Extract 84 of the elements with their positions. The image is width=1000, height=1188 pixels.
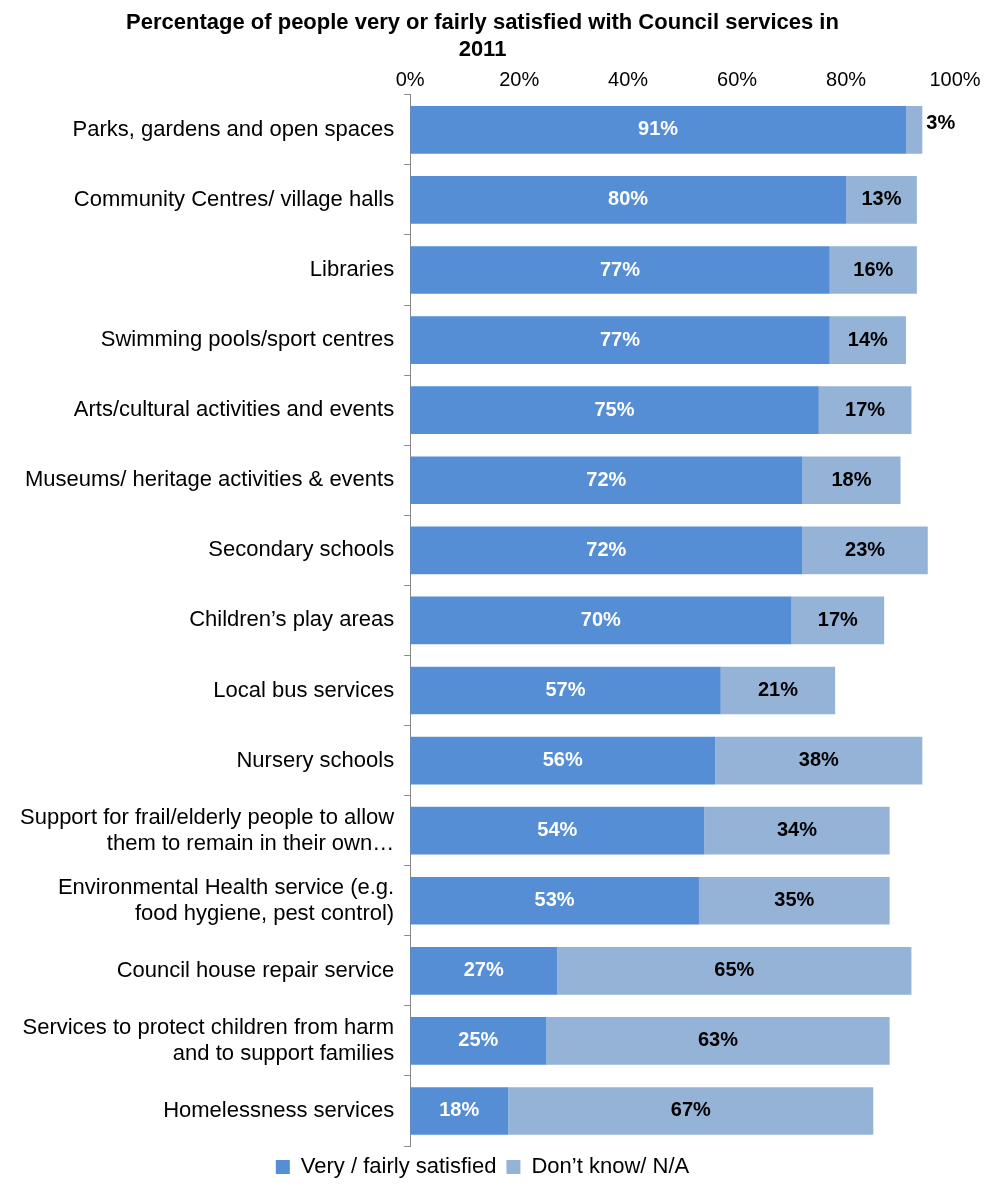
y-tick-label: Libraries bbox=[309, 256, 395, 282]
data-label: 17% bbox=[817, 607, 859, 630]
bar bbox=[791, 596, 885, 645]
x-tick-label: 80% bbox=[826, 68, 867, 91]
data-label: 56% bbox=[542, 748, 583, 771]
y-tick-label: Secondary schools bbox=[208, 536, 395, 562]
y-tick-label: Nursery schools bbox=[236, 746, 395, 772]
data-label: 91% bbox=[638, 117, 679, 140]
x-tick-label: 100% bbox=[929, 68, 981, 91]
bar bbox=[829, 316, 906, 364]
data-label: 72% bbox=[586, 467, 627, 490]
bar bbox=[410, 806, 705, 855]
bar bbox=[410, 1087, 509, 1135]
bar bbox=[829, 246, 917, 294]
x-tick-label: 60% bbox=[717, 68, 758, 91]
bar bbox=[704, 806, 890, 855]
data-label: 34% bbox=[776, 818, 818, 841]
data-label: 54% bbox=[537, 818, 578, 841]
y-tick-label: Support for frail/elderly people to allow them to remain in their own… bbox=[19, 803, 395, 855]
bar bbox=[410, 246, 830, 294]
bar bbox=[410, 946, 558, 995]
x-tick-label: 40% bbox=[608, 68, 649, 91]
bar bbox=[557, 946, 912, 995]
data-label: 72% bbox=[586, 537, 627, 560]
data-label: 25% bbox=[458, 1028, 499, 1051]
bar bbox=[410, 876, 699, 925]
bar bbox=[410, 386, 819, 434]
data-label: 80% bbox=[608, 187, 649, 210]
data-label: 57% bbox=[545, 678, 586, 700]
x-tick-label: 0% bbox=[395, 68, 425, 91]
y-tick-label: Local bus services bbox=[213, 676, 395, 702]
data-label: 23% bbox=[845, 537, 886, 560]
data-label: 14% bbox=[847, 327, 889, 350]
y-tick-label: Swimming pools/sport centres bbox=[100, 326, 395, 352]
bar bbox=[410, 526, 803, 575]
data-label: 77% bbox=[599, 257, 641, 280]
bar bbox=[410, 1017, 547, 1065]
data-label: 67% bbox=[670, 1098, 711, 1121]
data-label: 53% bbox=[534, 888, 575, 911]
data-label: 63% bbox=[698, 1028, 739, 1051]
bar bbox=[715, 736, 923, 785]
data-label: 75% bbox=[594, 397, 635, 420]
chart-title: Percentage of people very or fairly satisfied with Council services in 2011 bbox=[126, 9, 839, 61]
bar bbox=[410, 316, 830, 364]
x-tick-label: 20% bbox=[499, 68, 540, 91]
bar bbox=[698, 876, 890, 925]
data-label: 18% bbox=[439, 1098, 480, 1121]
bar bbox=[410, 666, 721, 715]
y-tick-label: Environmental Health service (e.g. food hygiene, pest control) bbox=[57, 873, 395, 925]
bar bbox=[802, 526, 928, 575]
data-label: 27% bbox=[463, 958, 504, 981]
y-tick-label: Services to protect children from harm and to support families bbox=[22, 1013, 395, 1066]
y-tick-label: Homelessness services bbox=[163, 1097, 395, 1123]
data-label: 70% bbox=[580, 607, 622, 630]
bar bbox=[846, 176, 917, 224]
y-tick-label: Children’s play areas bbox=[189, 606, 395, 632]
bar bbox=[508, 1087, 874, 1135]
bar bbox=[905, 106, 923, 154]
legend-label: Very / fairly satisfied bbox=[300, 1153, 497, 1179]
data-label: 65% bbox=[714, 958, 755, 981]
y-tick-label: Parks, gardens and open spaces bbox=[72, 115, 395, 141]
bar bbox=[410, 596, 792, 645]
bar bbox=[818, 386, 912, 434]
bar bbox=[720, 666, 836, 715]
y-tick-label: Museums/ heritage activities & events bbox=[24, 466, 395, 492]
data-label: 16% bbox=[853, 257, 894, 280]
bar bbox=[410, 456, 803, 505]
bar bbox=[410, 176, 847, 224]
y-tick-label: Community Centres/ village halls bbox=[73, 185, 395, 211]
data-label: 21% bbox=[757, 678, 799, 700]
y-tick-label: Council house repair service bbox=[116, 956, 395, 982]
data-label: 3% bbox=[926, 111, 956, 134]
data-label: 77% bbox=[599, 327, 641, 350]
bar bbox=[410, 736, 716, 785]
bar bbox=[802, 456, 901, 505]
bar bbox=[546, 1017, 890, 1065]
data-label: 13% bbox=[861, 187, 902, 210]
data-label: 18% bbox=[831, 467, 872, 490]
legend-label: Don’t know/ N/A bbox=[531, 1153, 690, 1179]
y-tick-label: Arts/cultural activities and events bbox=[73, 396, 395, 422]
data-label: 35% bbox=[774, 888, 815, 911]
bar bbox=[410, 106, 906, 154]
data-label: 38% bbox=[798, 748, 840, 771]
data-label: 17% bbox=[845, 397, 886, 420]
